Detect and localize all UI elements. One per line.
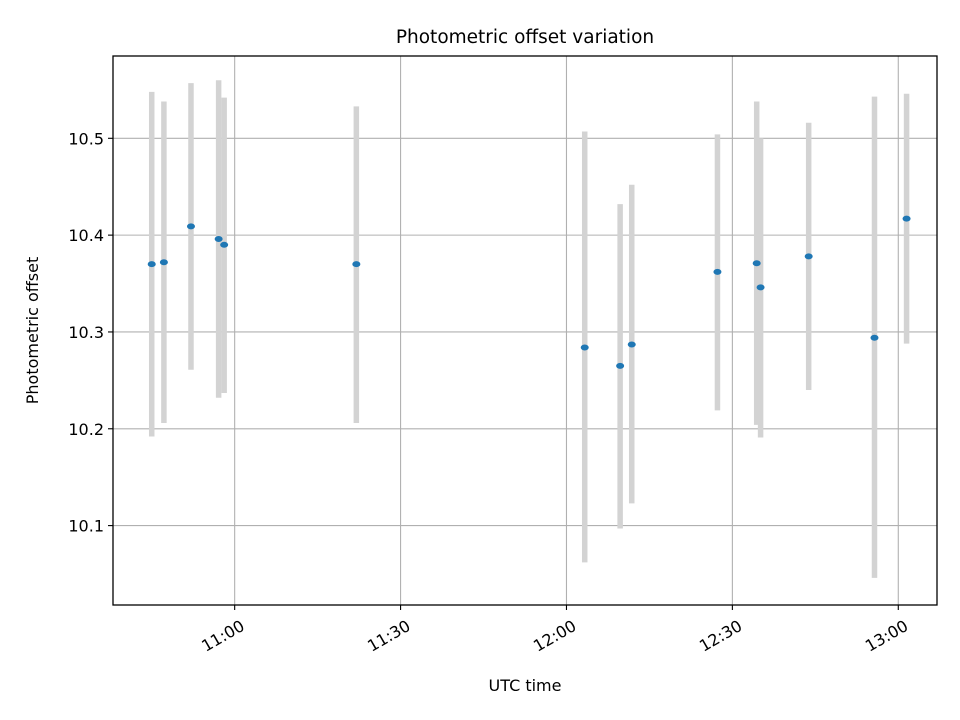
data-point-3	[214, 236, 223, 242]
data-point-14	[902, 215, 911, 222]
y-tick-label-0: 10.1	[68, 517, 104, 536]
data-point-1	[159, 259, 168, 266]
data-point-7	[616, 362, 625, 369]
data-point-5	[352, 261, 361, 268]
data-point-6	[580, 344, 589, 351]
chart-title: Photometric offset variation	[396, 27, 654, 48]
data-point-10	[752, 260, 761, 267]
data-point-8	[627, 341, 636, 348]
plot-frame	[112, 55, 938, 606]
y-tick-label-3: 10.4	[68, 226, 104, 245]
grid	[113, 56, 937, 605]
data-point-9	[713, 268, 722, 275]
data-point-0	[147, 261, 156, 268]
data-point-2	[186, 223, 195, 230]
y-tick-label-2: 10.3	[68, 323, 104, 342]
x-axis-label: UTC time	[489, 676, 562, 695]
data-point-11	[756, 284, 765, 291]
data-points	[147, 215, 911, 369]
y-tick-label-1: 10.2	[68, 420, 104, 439]
data-point-4	[220, 241, 229, 248]
data-point-12	[804, 253, 813, 260]
y-axis-label: Photometric offset	[23, 257, 42, 405]
y-tick-label-4: 10.5	[68, 129, 104, 148]
data-point-13	[870, 334, 879, 341]
